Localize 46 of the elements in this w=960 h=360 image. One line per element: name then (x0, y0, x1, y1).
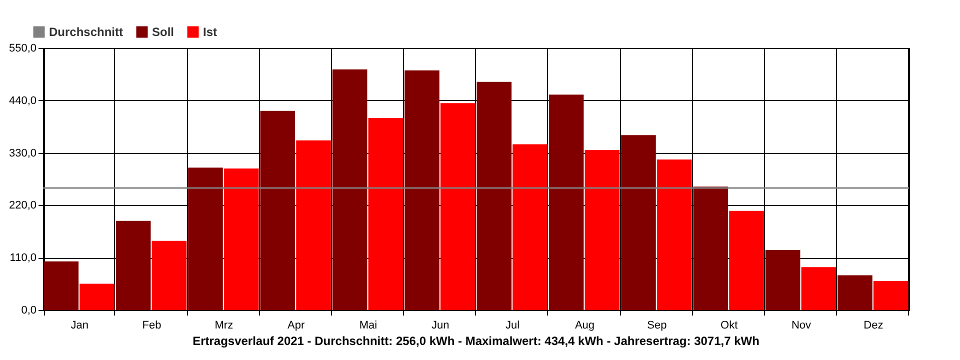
text: Ertragsverlauf 2021 - Durchschnitt: 256,0 kWh - Maximalwert: 434,4 kWh - Jahresertrag: 3071,7 kWh (192, 334, 760, 348)
x-tick-label: Okt (720, 320, 738, 332)
bar (621, 135, 656, 310)
y-tick-label: 110,0 (10, 252, 36, 264)
bar (729, 210, 764, 310)
legend-label: Durchschnitt (49, 25, 124, 39)
bar (801, 267, 836, 310)
x-tick-label: Jun (432, 320, 450, 332)
x-tick-label: Aug (574, 320, 595, 332)
bar (332, 69, 368, 310)
bar (584, 150, 620, 310)
bar (440, 103, 476, 310)
legend-label: Ist (203, 25, 218, 39)
y-tick-label: 220,0 (8, 200, 36, 212)
x-tick-label: Mai (359, 320, 378, 332)
bar (368, 118, 404, 310)
bar (548, 94, 584, 310)
bar (838, 275, 872, 310)
x-tick-label: Feb (142, 320, 162, 332)
bar (476, 82, 512, 310)
x-tick-label: Jan (70, 320, 88, 332)
x-tick-label: Nov (791, 320, 812, 332)
bar (693, 186, 728, 310)
bar (765, 250, 800, 310)
y-tick-label: 330,0 (8, 147, 36, 160)
bar (152, 240, 187, 310)
bar (188, 168, 223, 310)
bar (116, 220, 151, 310)
y-tick-label: 440,0 (8, 94, 36, 107)
x-tick-label: Sep (647, 320, 667, 332)
x-tick-label: Jul (506, 320, 520, 332)
y-tick-label: 0,0 (21, 304, 36, 316)
bar (512, 144, 548, 310)
x-tick-label: Dez (864, 320, 884, 332)
bar (296, 140, 331, 310)
bar (656, 159, 692, 310)
bar (224, 168, 259, 310)
bar (80, 284, 114, 310)
bar (44, 261, 79, 310)
y-tick-label: 550,0 (8, 42, 36, 54)
bar (260, 110, 296, 310)
bar (873, 280, 908, 310)
legend-label: Soll (152, 25, 174, 39)
bar (404, 70, 440, 310)
x-tick-label: Apr (288, 320, 305, 332)
x-tick-label: Mrz (214, 320, 234, 332)
